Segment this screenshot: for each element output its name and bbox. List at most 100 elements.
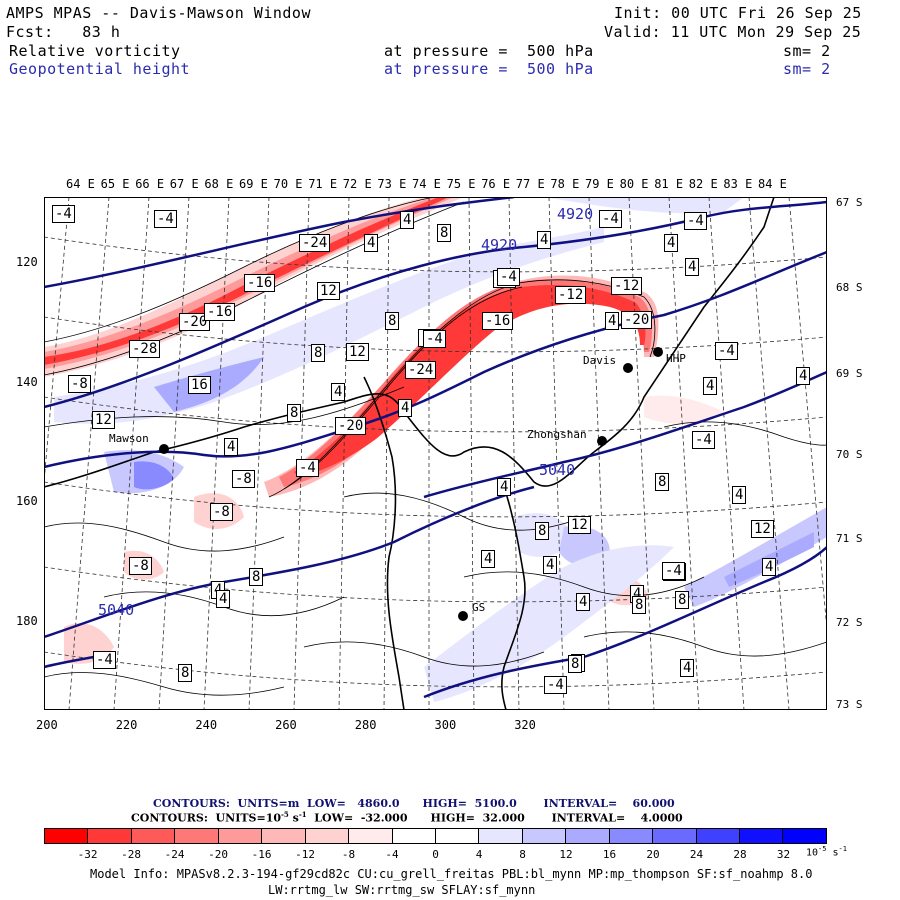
vorticity-contour-label: -16 xyxy=(244,274,276,292)
vorticity-contour-label: 4 xyxy=(664,234,679,252)
field1-level: at pressure = 500 hPa xyxy=(384,42,594,60)
colorbar-tick-label: 0 xyxy=(432,848,439,861)
vorticity-contour-label: 8 xyxy=(632,596,647,614)
colorbar-swatch xyxy=(740,829,784,843)
vorticity-contour-label: 8 xyxy=(655,473,670,491)
station-label-hhp: HHP xyxy=(666,352,686,365)
vorticity-contour-label: -4 xyxy=(423,330,446,348)
vorticity-contour-label: -4 xyxy=(296,459,319,477)
height-contour-label: 5040 xyxy=(539,461,576,479)
vorticity-contour-label: 8 xyxy=(249,568,264,586)
vorticity-contour-label: -4 xyxy=(715,342,738,360)
vorticity-contour-label: -4 xyxy=(154,210,177,228)
x-tick-label: 200 xyxy=(36,718,58,732)
vorticity-contour-label: 12 xyxy=(751,520,774,538)
model-info-line2: LW:rrtmg_lw SW:rrtmg_sw SFLAY:sf_mynn xyxy=(268,883,536,897)
colorbar-tick-label: 20 xyxy=(646,848,660,861)
latitude-label: 70 S xyxy=(836,448,863,461)
vorticity-contour-label: -20 xyxy=(179,313,211,331)
vorticity-contour-label: 8 xyxy=(535,522,550,540)
colorbar-swatch xyxy=(783,829,826,843)
vorticity-contour-label: 4 xyxy=(331,383,346,401)
vorticity-contour-label: -4 xyxy=(692,431,715,449)
vorticity-contour-label: 16 xyxy=(188,376,211,394)
x-tick-label: 300 xyxy=(434,718,457,732)
field2-level: at pressure = 500 hPa xyxy=(384,60,594,78)
vorticity-contour-label: 4 xyxy=(481,550,496,568)
height-contour-label: 4920 xyxy=(481,236,518,254)
colorbar-tick-label: 16 xyxy=(602,848,617,861)
colorbar-tick-label: 4 xyxy=(475,848,483,861)
colorbar-swatch xyxy=(653,829,697,843)
station-dot-zhongshan xyxy=(597,436,607,446)
colorbar-tick-label: -32 xyxy=(77,848,98,861)
latitude-label: 71 S xyxy=(836,532,863,545)
colorbar-swatch xyxy=(131,829,176,843)
vorticity-contour-label: -24 xyxy=(405,361,437,379)
vorticity-contour-label: 4 xyxy=(537,231,552,249)
vorticity-contour-label: -24 xyxy=(299,234,331,252)
longitude-label: 84 E xyxy=(758,177,787,191)
vorticity-contour-label: -4 xyxy=(599,210,622,228)
y-tick-label: 180 xyxy=(16,614,38,628)
longitude-label: 83 E xyxy=(723,177,753,191)
x-tick-label: 240 xyxy=(195,718,218,732)
station-label-gs: GS xyxy=(472,601,486,614)
colorbar-swatch xyxy=(262,829,306,843)
colorbar-tick-label: -4 xyxy=(385,848,399,861)
x-tick-label: 220 xyxy=(115,718,138,732)
vorticity-contour-label: -8 xyxy=(210,503,233,521)
longitude-label: 64 E xyxy=(66,177,95,191)
vorticity-contour-label: 4 xyxy=(796,367,811,385)
valid-time: Valid: 11 UTC Mon 29 Sep 25 xyxy=(604,23,862,41)
colorbar-swatch xyxy=(88,829,132,843)
station-label-mawson: Mawson xyxy=(109,432,149,445)
colorbar-swatch xyxy=(392,829,436,843)
vorticity-contour-label: -8 xyxy=(129,557,152,575)
station-markers xyxy=(159,347,663,621)
colorbar-swatch xyxy=(435,829,480,843)
station-dot-gs xyxy=(458,611,468,621)
longitude-label: 65 E xyxy=(100,177,130,191)
vorticity-contour-label: 12 xyxy=(92,411,115,429)
vorticity-contour-label: 4 xyxy=(605,312,620,330)
vorticity-contour-label: 4 xyxy=(543,556,558,574)
map-plot xyxy=(44,197,827,710)
station-label-zhongshan: Zhongshan xyxy=(527,428,587,441)
longitude-label: 66 E xyxy=(135,177,165,191)
map-title: AMPS MPAS -- Davis-Mawson Window xyxy=(6,4,311,22)
model-info-line1: Model Info: MPASv8.2.3-194-gf29cd82c CU:… xyxy=(90,867,813,881)
longitude-label: 77 E xyxy=(515,177,545,191)
vorticity-contour-label: 4 xyxy=(685,258,700,276)
vorticity-contour-label: -4 xyxy=(662,562,685,580)
station-dot-hhp xyxy=(653,347,663,357)
longitude-label: 81 E xyxy=(654,177,684,191)
longitude-label: 78 E xyxy=(550,177,580,191)
colorbar-swatch xyxy=(218,829,263,843)
colorbar-swatch xyxy=(349,829,393,843)
longitude-label: 73 E xyxy=(377,177,407,191)
vorticity-contour-label: -12 xyxy=(555,286,587,304)
colorbar-unit: 10-5 s-1 xyxy=(806,845,847,859)
height-contour-info: CONTOURS: UNITS=m LOW= 4860.0 HIGH= 5100… xyxy=(153,797,675,810)
colorbar-swatch xyxy=(175,829,219,843)
longitude-label: 67 E xyxy=(169,177,199,191)
vorticity-contour-label: -4 xyxy=(497,268,520,286)
vorticity-contour-label: 4 xyxy=(497,478,512,496)
colorbar-swatch xyxy=(609,829,654,843)
longitude-label: 80 E xyxy=(619,177,649,191)
vorticity-contour-label: 4 xyxy=(364,234,379,252)
vorticity-contour-label: -28 xyxy=(129,340,161,358)
colorbar-tick-label: -28 xyxy=(121,848,141,861)
vorticity-contour-label: -4 xyxy=(544,676,567,694)
station-dot-mawson xyxy=(159,444,169,454)
vorticity-contour-label: 8 xyxy=(385,312,400,330)
vorticity-contour-label: -16 xyxy=(204,303,236,321)
colorbar-tick-label: -8 xyxy=(341,848,356,861)
colorbar-swatch xyxy=(522,829,567,843)
vorticity-contour-label: 4 xyxy=(703,377,718,395)
colorbar-swatch xyxy=(305,829,350,843)
longitude-label: 71 E xyxy=(308,177,338,191)
vorticity-contour-info: CONTOURS: UNITS=10-5 s-1 LOW= -32.000 HI… xyxy=(131,810,683,825)
vorticity-contour-label: 8 xyxy=(287,404,302,422)
